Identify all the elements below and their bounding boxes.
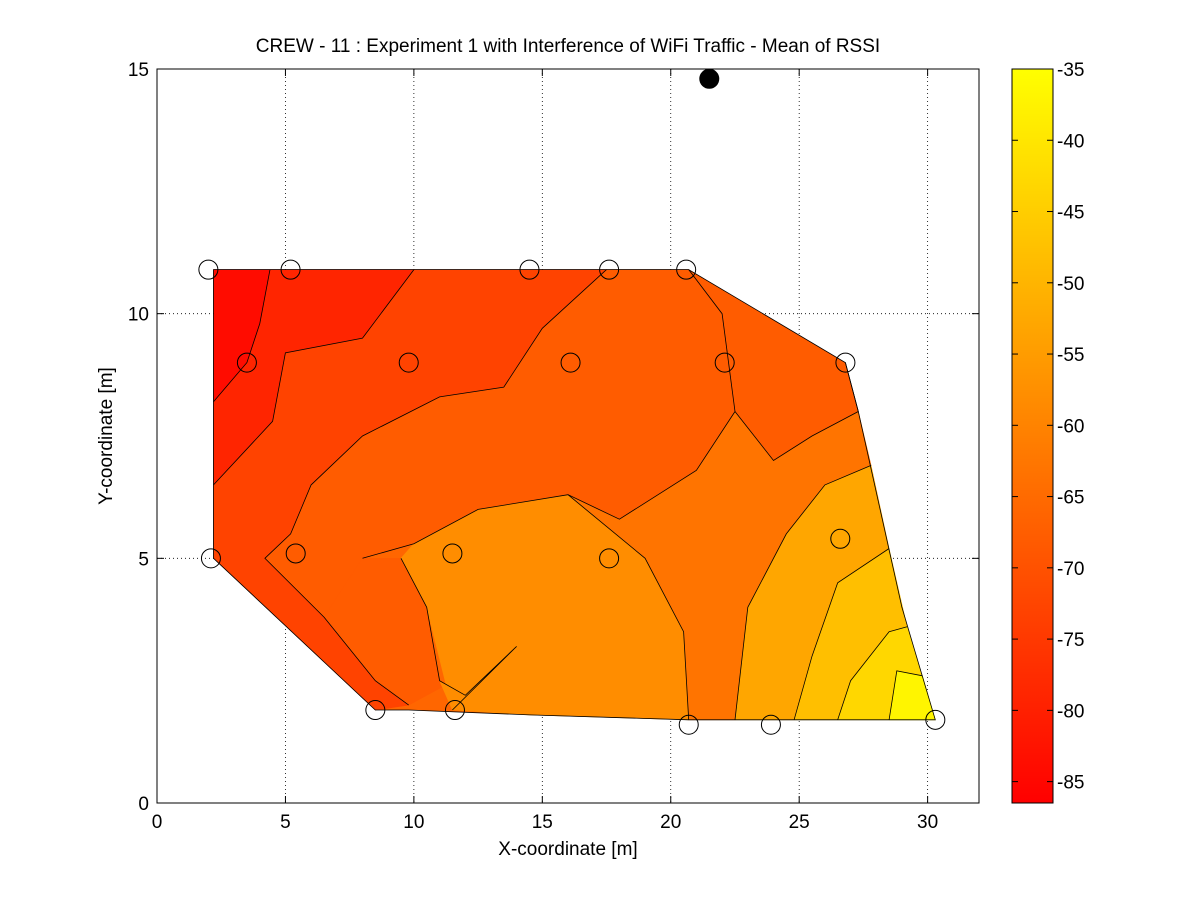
contour-line	[213, 269, 271, 402]
y-axis-ticks: 0 5 10 15	[128, 60, 979, 815]
x-axis-label: X-coordinate [m]	[498, 839, 637, 860]
sensor-nodes	[198, 259, 946, 735]
colorbar-ticks: -35 -40 -45 -50 -55 -60 -65 -70 -75 -80 -85	[1012, 60, 1084, 794]
colorbar	[1011, 68, 1054, 804]
sensor-node-marker	[599, 548, 620, 569]
sensor-node-marker	[676, 259, 697, 280]
x-tick-label: 30	[917, 812, 938, 833]
sensor-node-marker	[519, 259, 540, 280]
colorbar-tick-label: -85	[1057, 773, 1084, 794]
contour-line	[837, 626, 908, 720]
contour-line	[400, 558, 517, 711]
y-tick-label: 5	[138, 549, 149, 570]
colorbar-tick-label: -65	[1057, 488, 1084, 509]
sensor-node-marker	[280, 259, 301, 280]
sensor-node-marker	[599, 259, 620, 280]
contour-line	[264, 269, 607, 706]
sensor-node-marker	[760, 714, 781, 735]
sensor-node-marker	[398, 352, 419, 373]
sensor-node-marker	[198, 259, 219, 280]
y-axis-label: Y-coordinate [m]	[96, 367, 117, 505]
colorbar-tick-label: -75	[1057, 630, 1084, 651]
sensor-node-marker	[365, 700, 386, 721]
region-outline	[213, 269, 936, 721]
y-tick-label: 0	[138, 794, 149, 815]
sensor-node-marker	[925, 709, 946, 730]
colorbar-tick-label: -70	[1057, 559, 1084, 580]
sensor-node-marker	[285, 543, 306, 564]
colorbar-tick-label: -80	[1057, 701, 1084, 722]
sensor-node-marker	[835, 352, 856, 373]
x-axis-ticks: 0 5 10 15 20 25 30	[152, 69, 938, 833]
filled-contour-regions	[213, 269, 936, 721]
x-tick-label: 20	[660, 812, 681, 833]
x-tick-label: 0	[152, 812, 163, 833]
colorbar-tick-label: -45	[1057, 203, 1084, 224]
plot-frame	[156, 68, 980, 804]
sensor-node-marker	[560, 352, 581, 373]
chart-title: CREW - 11 : Experiment 1 with Interferen…	[256, 36, 880, 57]
sensor-node-marker	[200, 548, 221, 569]
y-tick-label: 15	[128, 60, 149, 81]
sensor-node-marker	[678, 714, 699, 735]
contour-line	[888, 670, 923, 720]
y-tick-label: 10	[128, 305, 149, 326]
sensor-node-marker	[714, 352, 735, 373]
contour-line	[734, 362, 859, 462]
contour-line	[567, 494, 690, 720]
contour-line	[734, 465, 872, 720]
x-tick-label: 10	[403, 812, 424, 833]
contour-line	[362, 269, 736, 559]
sensor-node-marker	[830, 528, 851, 549]
colorbar-tick-label: -35	[1057, 60, 1084, 81]
interferer-marker-group	[699, 68, 720, 89]
contour-line	[793, 548, 890, 720]
contour-lines	[213, 269, 923, 720]
interferer-marker	[699, 68, 720, 89]
colorbar-tick-label: -60	[1057, 416, 1084, 437]
x-tick-label: 25	[789, 812, 810, 833]
sensor-node-marker	[442, 543, 463, 564]
colorbar-tick-label: -55	[1057, 345, 1084, 366]
x-tick-label: 15	[532, 812, 553, 833]
sensor-node-marker	[236, 352, 257, 373]
colorbar-tick-label: -50	[1057, 274, 1084, 295]
contour-line	[213, 269, 415, 486]
x-tick-label: 5	[280, 812, 291, 833]
sensor-node-marker	[444, 700, 465, 721]
colorbar-tick-label: -40	[1057, 131, 1084, 152]
